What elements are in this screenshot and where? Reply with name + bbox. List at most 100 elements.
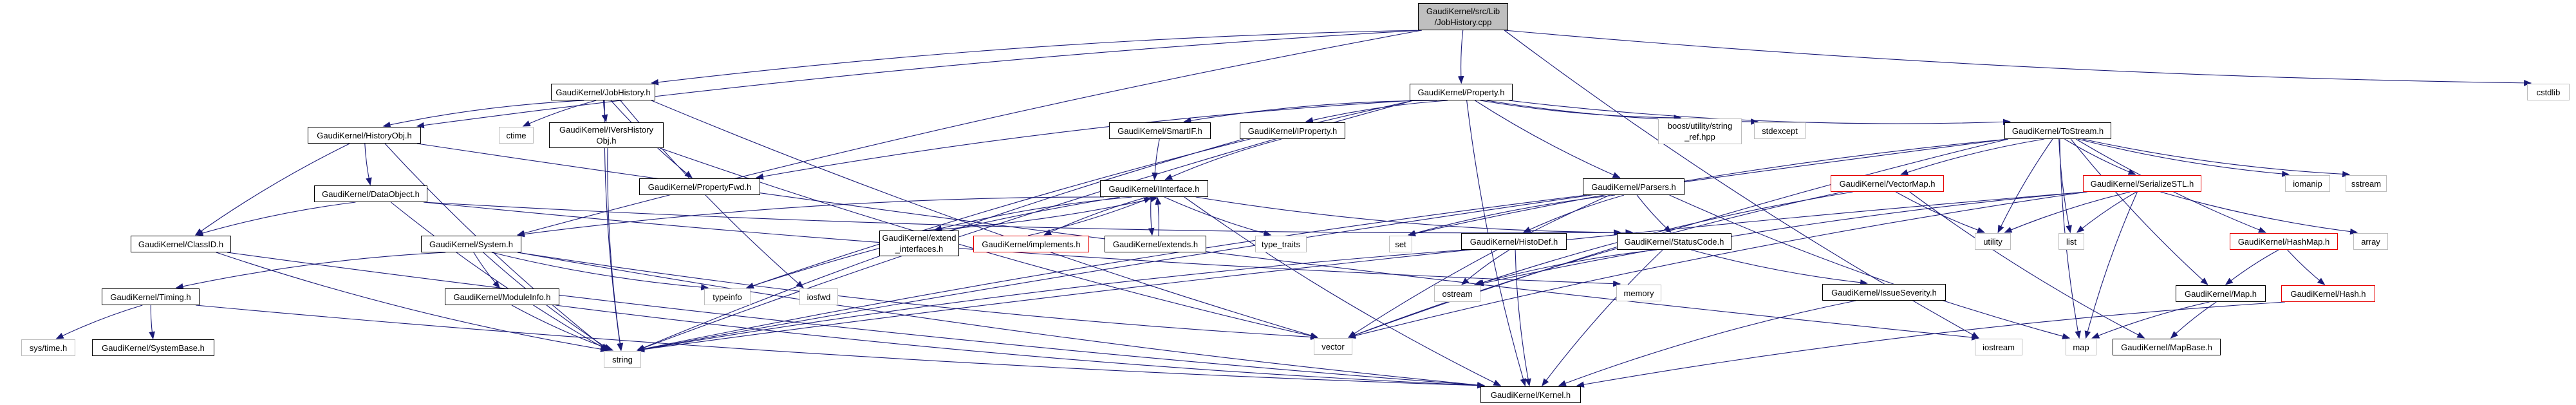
- include-edge-parsers_h-to-string: [636, 194, 1587, 352]
- graph-node-parsers_h[interactable]: GaudiKernel/Parsers.h: [1583, 178, 1685, 195]
- graph-node-moduleinfo_h[interactable]: GaudiKernel/ModuleInfo.h: [445, 288, 559, 305]
- graph-node-hash_h[interactable]: GaudiKernel/Hash.h: [2281, 285, 2375, 302]
- graph-node-label: GaudiKernel/implements.h: [982, 239, 1081, 249]
- include-edge-parsers_h-to-map: [1669, 194, 2071, 339]
- graph-node-extend_interfaces_h[interactable]: GaudiKernel/extend _interfaces.h: [879, 231, 959, 256]
- include-edge-system_h-to-kernel_h: [517, 252, 1486, 388]
- include-edge-property_h-to-boost_string_ref: [1480, 100, 1682, 121]
- graph-node-boost_string_ref: boost/utility/string _ref.hpp: [1658, 118, 1742, 144]
- graph-node-label: ostream: [1442, 288, 1473, 299]
- graph-node-label: ctime: [506, 130, 527, 140]
- include-edge-dataobject_h-to-memory: [423, 202, 1621, 287]
- graph-node-vectormap_h[interactable]: GaudiKernel/VectorMap.h: [1831, 175, 1944, 192]
- graph-node-dataobject_h[interactable]: GaudiKernel/DataObject.h: [314, 185, 427, 202]
- graph-node-label: GaudiKernel/IVersHistory: [559, 125, 653, 135]
- include-edge-iproperty_h-to-iinterface_h: [1164, 138, 1282, 180]
- include-edge-tostream_h-to-list: [2058, 138, 2072, 234]
- include-edge-historyobj_h-to-dataobject_h: [364, 143, 372, 186]
- include-edge-serializestl_h-to-list: [2076, 191, 2137, 233]
- include-edge-dataobject_h-to-statuscode_h: [423, 202, 1622, 236]
- graph-node-label: sys/time.h: [29, 343, 68, 353]
- graph-node-map_h[interactable]: GaudiKernel/Map.h: [2176, 285, 2266, 302]
- include-edge-system_h-to-vector: [517, 252, 1319, 341]
- graph-node-label: GaudiKernel/ModuleInfo.h: [453, 292, 551, 302]
- include-edge-jobhistory_h-to-vector: [651, 100, 1319, 339]
- include-edge-system_h-to-moduleinfo_h: [473, 252, 500, 288]
- graph-node-label: GaudiKernel/HistoDef.h: [1470, 236, 1558, 247]
- include-edge-hashmap_h-to-hash_h: [2287, 249, 2326, 285]
- graph-node-array: array: [2353, 233, 2388, 250]
- graph-node-string: string: [604, 351, 641, 368]
- include-edge-timing_h-to-systime_h: [55, 305, 143, 339]
- graph-node-jobhistory_cpp[interactable]: GaudiKernel/src/Lib/JobHistory.cpp: [1418, 3, 1508, 30]
- include-edge-property_h-to-tostream_h: [1508, 100, 2011, 126]
- graph-node-label: /JobHistory.cpp: [1434, 17, 1492, 27]
- graph-node-statuscode_h[interactable]: GaudiKernel/StatusCode.h: [1617, 233, 1731, 250]
- graph-node-label: GaudiKernel/IInterface.h: [1108, 184, 1200, 194]
- graph-node-system_h[interactable]: GaudiKernel/System.h: [421, 236, 521, 252]
- graph-node-smartif_h[interactable]: GaudiKernel/SmartIF.h: [1109, 122, 1211, 139]
- graph-node-histodef_h[interactable]: GaudiKernel/HistoDef.h: [1461, 233, 1567, 250]
- graph-node-stdexcept: stdexcept: [1754, 122, 1806, 139]
- include-edge-jobhistory_cpp-to-property_h: [1457, 30, 1464, 84]
- include-edge-histodef_h-to-ostream: [1461, 249, 1510, 285]
- graph-node-label: GaudiKernel/Hash.h: [2290, 288, 2366, 299]
- graph-node-label: set: [1395, 239, 1406, 249]
- include-edge-tostream_h-to-set: [1407, 138, 2009, 237]
- graph-node-extends_h[interactable]: GaudiKernel/extends.h: [1105, 236, 1206, 252]
- graph-node-label: GaudiKernel/SerializeSTL.h: [2090, 178, 2194, 189]
- graph-node-label: GaudiKernel/extend: [882, 233, 957, 243]
- include-edge-vectormap_h-to-mapbase_h: [1909, 191, 2145, 339]
- include-edge-statuscode_h-to-kernel_h: [1542, 249, 1663, 386]
- include-edge-extend_interfaces_h-to-iinterface_h: [922, 196, 1159, 231]
- graph-node-label: map: [2073, 342, 2089, 352]
- graph-node-label: sstream: [2351, 178, 2382, 189]
- graph-node-label: GaudiKernel/src/Lib: [1426, 6, 1500, 16]
- include-edge-tostream_h-to-sstream: [2082, 138, 2351, 178]
- graph-node-classid_h[interactable]: GaudiKernel/ClassID.h: [131, 236, 231, 252]
- include-edge-histodef_h-to-kernel_h: [1515, 249, 1531, 387]
- graph-node-iinterface_h[interactable]: GaudiKernel/IInterface.h: [1100, 180, 1208, 197]
- graph-node-tostream_h[interactable]: GaudiKernel/ToStream.h: [2004, 122, 2111, 139]
- include-edge-vectormap_h-to-ostream: [1475, 191, 1853, 286]
- graph-node-historyobj_h[interactable]: GaudiKernel/HistoryObj.h: [308, 127, 421, 144]
- graph-node-propertyfwd_h[interactable]: GaudiKernel/PropertyFwd.h: [639, 178, 760, 195]
- graph-node-sstream: sstream: [2346, 175, 2387, 192]
- include-edge-jobhistory_cpp-to-cstdlib: [1504, 30, 2532, 86]
- graph-node-label: GaudiKernel/Property.h: [1417, 87, 1505, 97]
- include-edge-tostream_h-to-serializestl_h: [2064, 138, 2136, 175]
- graph-node-serializestl_h[interactable]: GaudiKernel/SerializeSTL.h: [2083, 175, 2201, 192]
- include-edge-serializestl_h-to-utility: [2004, 191, 2131, 233]
- graph-node-ivershistoryobj_h[interactable]: GaudiKernel/IVersHistory Obj.h: [549, 122, 664, 148]
- include-edge-classid_h-to-kernel_h: [227, 252, 1486, 389]
- graph-node-label: GaudiKernel/System.h: [429, 239, 514, 249]
- graph-node-mapbase_h[interactable]: GaudiKernel/MapBase.h: [2113, 339, 2221, 355]
- graph-node-label: GaudiKernel/Kernel.h: [1490, 390, 1571, 400]
- include-edge-serializestl_h-to-array: [2160, 191, 2358, 235]
- include-edge-property_h-to-iproperty_h: [1305, 100, 1448, 124]
- graph-node-kernel_h[interactable]: GaudiKernel/Kernel.h: [1480, 386, 1581, 403]
- graph-node-utility: utility: [1975, 233, 2011, 250]
- graph-node-iproperty_h[interactable]: GaudiKernel/IProperty.h: [1240, 122, 1345, 139]
- graph-node-hashmap_h[interactable]: GaudiKernel/HashMap.h: [2230, 233, 2338, 250]
- graph-node-label: _ref.hpp: [1685, 132, 1715, 142]
- graph-node-label: GaudiKernel/MapBase.h: [2121, 342, 2212, 352]
- include-edge-vectormap_h-to-utility: [1895, 191, 1986, 233]
- graph-node-label: string: [612, 354, 633, 364]
- graph-node-label: vector: [1321, 341, 1345, 352]
- graph-node-systembase_h[interactable]: GaudiKernel/SystemBase.h: [92, 339, 214, 356]
- graph-node-label: stdexcept: [1762, 126, 1798, 136]
- graph-node-label: GaudiKernel/VectorMap.h: [1839, 178, 1936, 189]
- include-edge-moduleinfo_h-to-string: [511, 305, 614, 351]
- graph-node-label: GaudiKernel/Parsers.h: [1591, 182, 1676, 192]
- include-edge-tostream_h-to-iomanip: [2077, 138, 2290, 177]
- graph-node-timing_h[interactable]: GaudiKernel/Timing.h: [102, 288, 200, 305]
- graph-node-property_h[interactable]: GaudiKernel/Property.h: [1410, 84, 1513, 100]
- graph-node-implements_h[interactable]: GaudiKernel/implements.h: [973, 236, 1089, 252]
- include-edge-iinterface_h-to-kernel_h: [1184, 196, 1502, 386]
- include-edge-extends_h-to-iinterface_h: [1155, 196, 1162, 236]
- graph-node-label: GaudiKernel/ClassID.h: [138, 239, 224, 249]
- graph-node-issueseverity_h[interactable]: GaudiKernel/IssueSeverity.h: [1822, 284, 1946, 301]
- graph-node-jobhistory_h[interactable]: GaudiKernel/JobHistory.h: [551, 84, 655, 100]
